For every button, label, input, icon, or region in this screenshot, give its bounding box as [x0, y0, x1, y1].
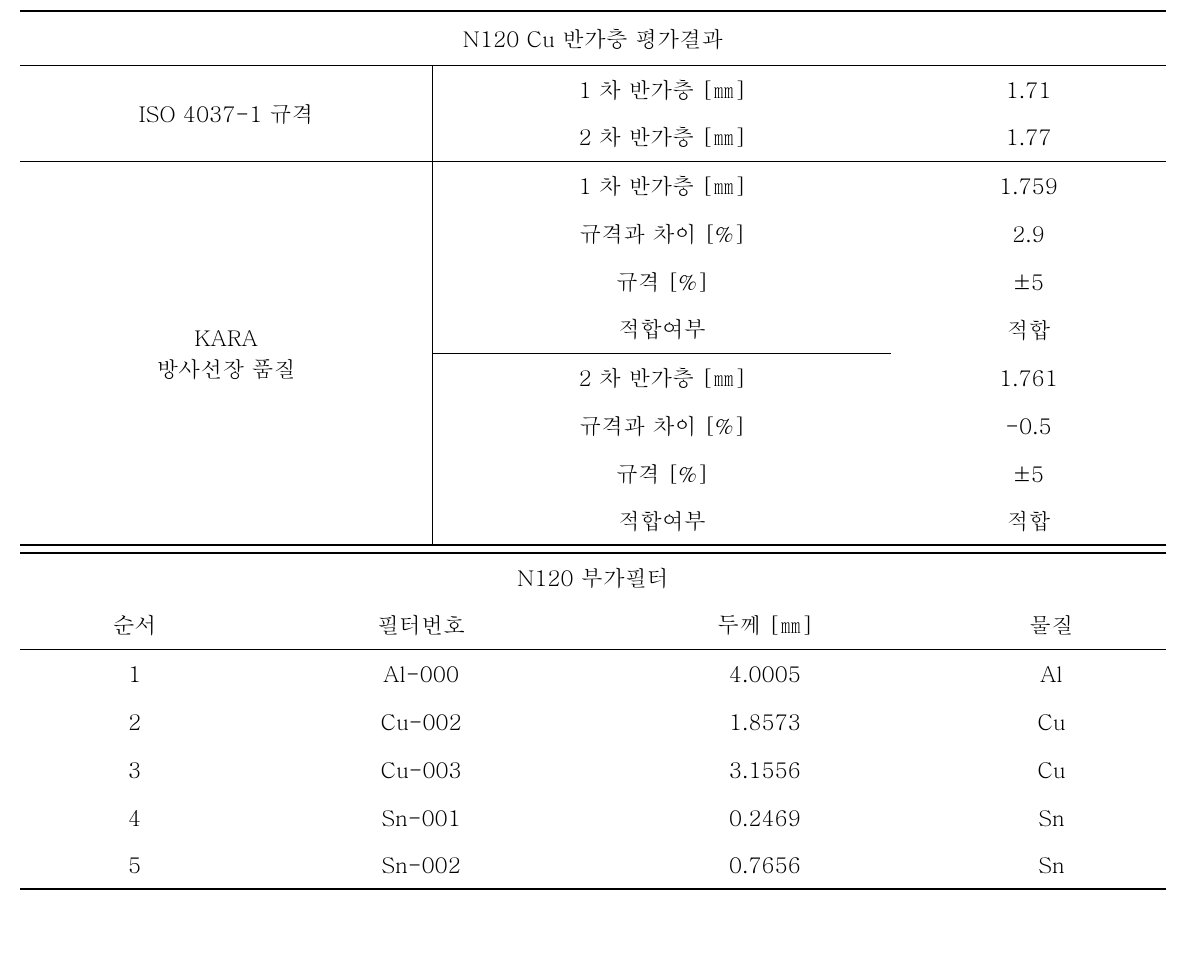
evaluation-table: N120 Cu 반가층 평가결과 ISO 4037-1 규격 1 차 반가층 [… [20, 10, 1166, 546]
kara-label-line2: 방사선장 품질 [20, 353, 432, 384]
cell: Cu-003 [249, 745, 593, 793]
cell-value: 1.759 [891, 161, 1166, 209]
col-header: 필터번호 [249, 601, 593, 649]
cell: Sn-001 [249, 793, 593, 841]
cell-label: 규격 [%] [433, 257, 891, 305]
table-row: 3 Cu-003 3.1556 Cu [20, 745, 1166, 793]
table-row: ISO 4037-1 규격 1 차 반가층 [㎜] 1.71 [20, 65, 1166, 113]
table2-title: N120 부가필터 [20, 553, 1166, 601]
table2-title-row: N120 부가필터 [20, 553, 1166, 601]
cell-label: 2 차 반가층 [㎜] [433, 353, 891, 401]
cell: 1.8573 [593, 697, 937, 745]
filter-table: N120 부가필터 순서 필터번호 두께 [㎜] 물질 1 Al-000 4.0… [20, 552, 1166, 890]
cell-label: 1 차 반가층 [㎜] [433, 161, 891, 209]
cell-value: 1.77 [891, 113, 1166, 161]
cell: 1 [20, 649, 249, 697]
table-row: 4 Sn-001 0.2469 Sn [20, 793, 1166, 841]
cell-value: 적합 [891, 497, 1166, 545]
col-header: 물질 [937, 601, 1166, 649]
cell: 5 [20, 841, 249, 889]
table-row: KARA 방사선장 품질 1 차 반가층 [㎜] 1.759 [20, 161, 1166, 209]
col-header: 순서 [20, 601, 249, 649]
cell-value: -0.5 [891, 401, 1166, 449]
cell: 4 [20, 793, 249, 841]
cell-label: 적합여부 [433, 497, 891, 545]
cell: Cu [937, 745, 1166, 793]
cell-value: 1.761 [891, 353, 1166, 401]
cell-value: 적합 [891, 305, 1166, 353]
table1-title: N120 Cu 반가층 평가결과 [20, 11, 1166, 65]
cell: Sn-002 [249, 841, 593, 889]
cell-label: 2 차 반가층 [㎜] [433, 113, 891, 161]
cell: 2 [20, 697, 249, 745]
cell-label: 규격과 차이 [%] [433, 401, 891, 449]
cell: 3 [20, 745, 249, 793]
cell: Sn [937, 841, 1166, 889]
cell-value: 2.9 [891, 209, 1166, 257]
cell: Al [937, 649, 1166, 697]
cell-label: 규격과 차이 [%] [433, 209, 891, 257]
cell-value: 1.71 [891, 65, 1166, 113]
cell-label: 1 차 반가층 [㎜] [433, 65, 891, 113]
cell: 0.2469 [593, 793, 937, 841]
col-header: 두께 [㎜] [593, 601, 937, 649]
kara-label-cell: KARA 방사선장 품질 [20, 161, 433, 545]
cell: 4.0005 [593, 649, 937, 697]
kara-label-line1: KARA [20, 322, 432, 353]
cell: 3.1556 [593, 745, 937, 793]
cell-value: ±5 [891, 449, 1166, 497]
iso-label: ISO 4037-1 규격 [20, 65, 433, 161]
table-row: 2 Cu-002 1.8573 Cu [20, 697, 1166, 745]
cell: Cu [937, 697, 1166, 745]
cell-label: 규격 [%] [433, 449, 891, 497]
table2-header-row: 순서 필터번호 두께 [㎜] 물질 [20, 601, 1166, 649]
cell-label: 적합여부 [433, 305, 891, 353]
page-wrap: N120 Cu 반가층 평가결과 ISO 4037-1 규격 1 차 반가층 [… [20, 10, 1166, 890]
cell: Cu-002 [249, 697, 593, 745]
cell: Sn [937, 793, 1166, 841]
cell: Al-000 [249, 649, 593, 697]
cell-value: ±5 [891, 257, 1166, 305]
cell: 0.7656 [593, 841, 937, 889]
table-row: 1 Al-000 4.0005 Al [20, 649, 1166, 697]
table1-title-row: N120 Cu 반가층 평가결과 [20, 11, 1166, 65]
table-row: 5 Sn-002 0.7656 Sn [20, 841, 1166, 889]
